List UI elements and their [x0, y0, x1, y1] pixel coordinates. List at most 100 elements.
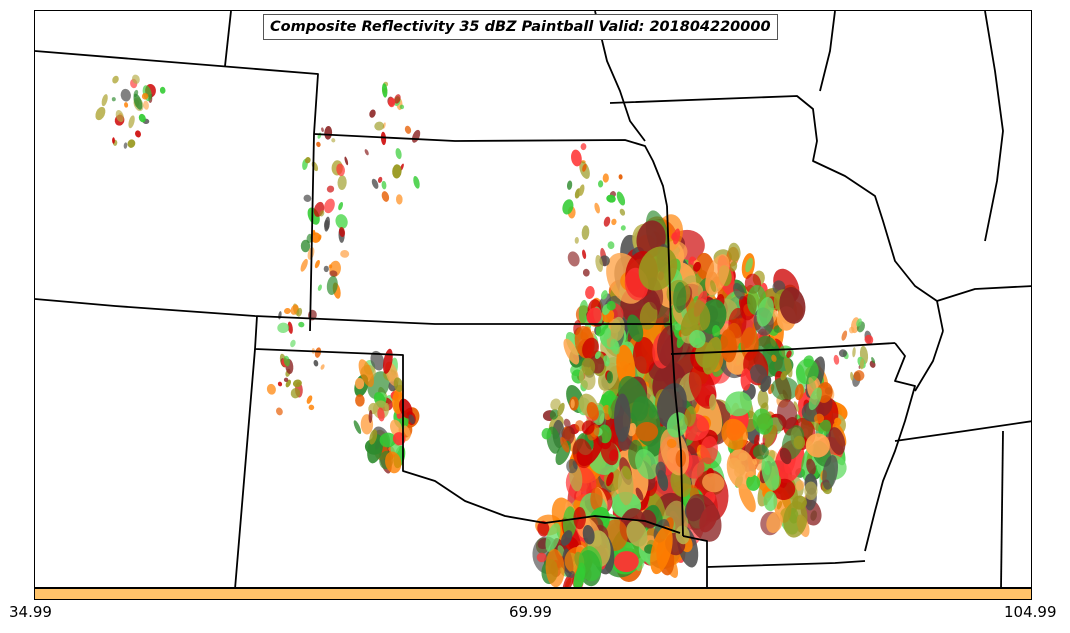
- reflectivity-blob: [603, 216, 611, 227]
- reflectivity-blob: [853, 370, 865, 382]
- reflectivity-blob: [586, 402, 599, 421]
- reflectivity-blob: [611, 218, 617, 226]
- reflectivity-blob: [545, 548, 565, 587]
- reflectivity-blob: [300, 239, 311, 253]
- reflectivity-blob: [135, 130, 141, 138]
- reflectivity-blob: [323, 265, 329, 273]
- reflectivity-blob: [312, 229, 316, 236]
- reflectivity-blob: [303, 194, 312, 202]
- reflectivity-blob: [795, 480, 805, 491]
- reflectivity-blob: [353, 420, 362, 434]
- reflectivity-blob: [780, 370, 787, 381]
- reflectivity-blob: [626, 520, 648, 547]
- reflectivity-blob: [128, 115, 135, 129]
- reflectivity-blob: [619, 208, 626, 216]
- reflectivity-blob: [766, 511, 783, 533]
- reflectivity-blob: [324, 126, 333, 140]
- reflectivity-blob: [578, 299, 589, 324]
- reflectivity-blob: [615, 501, 626, 516]
- reflectivity-blob: [276, 407, 283, 416]
- reflectivity-blob: [549, 408, 559, 420]
- reflectivity-blob: [338, 226, 346, 238]
- reflectivity-blob: [131, 74, 140, 84]
- reflectivity-blob: [394, 94, 401, 104]
- reflectivity-blob: [616, 191, 626, 206]
- reflectivity-blob: [283, 377, 289, 382]
- reflectivity-blob: [408, 414, 415, 425]
- reflectivity-blob: [786, 350, 792, 358]
- reflectivity-blob: [793, 435, 806, 450]
- reflectivity-blob: [331, 138, 336, 143]
- reflectivity-blob: [740, 368, 752, 391]
- reflectivity-blob: [563, 338, 580, 365]
- reflectivity-blob: [324, 216, 330, 232]
- reflectivity-blob: [545, 523, 561, 552]
- reflectivity-blob: [582, 268, 590, 277]
- boundary-kansas-oklahoma: [35, 298, 672, 325]
- boundary-nebraska-kansas: [313, 133, 668, 207]
- reflectivity-blob: [278, 311, 282, 320]
- colorbar-tick-min: 34.99: [9, 603, 52, 621]
- reflectivity-blob: [859, 358, 865, 370]
- reflectivity-blob: [298, 321, 305, 328]
- reflectivity-blob: [635, 421, 659, 442]
- reflectivity-blob: [537, 520, 550, 537]
- reflectivity-blob: [746, 474, 761, 491]
- reflectivity-blob: [650, 526, 673, 575]
- reflectivity-blob: [377, 176, 383, 183]
- reflectivity-blob: [771, 376, 799, 401]
- reflectivity-blob: [112, 75, 119, 84]
- map-panel: [34, 10, 1032, 588]
- reflectivity-paintball-layer: [95, 74, 876, 587]
- reflectivity-blob: [752, 408, 774, 435]
- reflectivity-blob: [808, 387, 822, 411]
- map-title: Composite Reflectivity 35 dBZ Paintball …: [263, 14, 778, 40]
- reflectivity-blob: [606, 194, 616, 203]
- map-canvas: [35, 11, 1031, 587]
- reflectivity-blob: [686, 494, 722, 542]
- reflectivity-blob: [607, 241, 615, 250]
- reflectivity-blob: [582, 524, 595, 545]
- reflectivity-blob: [808, 377, 817, 391]
- reflectivity-blob: [541, 428, 552, 440]
- boundary-wyoming-line: [224, 11, 232, 67]
- reflectivity-blob: [779, 287, 806, 324]
- reflectivity-blob: [368, 410, 373, 423]
- reflectivity-blob: [852, 347, 856, 358]
- reflectivity-blob: [603, 355, 610, 367]
- reflectivity-blob: [632, 337, 656, 374]
- state-boundaries: [35, 11, 1031, 587]
- reflectivity-blob: [597, 180, 604, 188]
- reflectivity-blob: [568, 570, 575, 579]
- reflectivity-blob: [752, 458, 758, 465]
- reflectivity-blob: [563, 418, 571, 429]
- reflectivity-blob: [314, 259, 320, 269]
- reflectivity-blob: [395, 148, 402, 160]
- reflectivity-blob: [413, 175, 420, 189]
- reflectivity-blob: [115, 109, 124, 123]
- reflectivity-blob: [395, 194, 403, 205]
- reflectivity-blob: [354, 377, 365, 390]
- reflectivity-blob: [733, 282, 745, 300]
- reflectivity-blob: [392, 164, 402, 179]
- reflectivity-blob: [581, 225, 590, 240]
- reflectivity-blob: [793, 401, 799, 412]
- reflectivity-blob: [123, 142, 128, 149]
- reflectivity-blob: [337, 175, 347, 190]
- reflectivity-blob: [566, 180, 573, 190]
- reflectivity-blob: [582, 337, 599, 360]
- reflectivity-blob: [141, 93, 149, 100]
- reflectivity-blob: [393, 377, 404, 392]
- reflectivity-blob: [381, 180, 387, 190]
- reflectivity-blob: [578, 184, 585, 196]
- boundary-illinois-indiana: [984, 11, 1004, 242]
- reflectivity-blob: [316, 141, 321, 148]
- reflectivity-blob: [377, 407, 385, 422]
- reflectivity-blob: [585, 286, 595, 299]
- reflectivity-blob: [763, 491, 778, 512]
- reflectivity-blob: [747, 470, 755, 478]
- reflectivity-blob: [290, 388, 301, 399]
- reflectivity-blob: [562, 506, 577, 538]
- reflectivity-blob: [292, 379, 302, 388]
- reflectivity-blob: [371, 178, 379, 189]
